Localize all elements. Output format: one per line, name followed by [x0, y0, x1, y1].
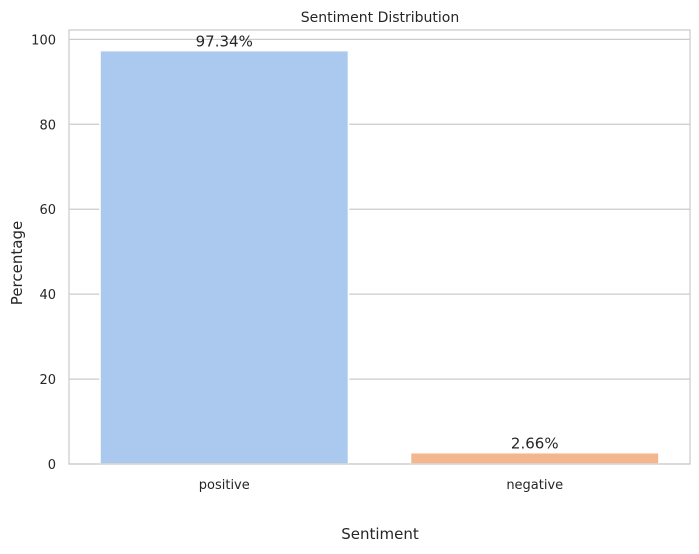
- y-tick-label: 60: [39, 203, 56, 218]
- y-tick-label: 80: [39, 118, 56, 133]
- y-tick-label: 100: [31, 33, 56, 48]
- tick-labels: 0 20 40 60 80 100 positive negative: [31, 33, 563, 493]
- x-tick-label-negative: negative: [506, 478, 563, 493]
- plot-frame: [68, 29, 691, 465]
- chart-title: Sentiment Distribution: [301, 10, 460, 26]
- y-tick-label: 20: [39, 373, 56, 388]
- data-label-positive: 97.34%: [196, 33, 253, 51]
- y-axis-label: Percentage: [8, 221, 26, 305]
- data-label-negative: 2.66%: [511, 435, 559, 453]
- bars: [99, 49, 660, 465]
- x-tick-label-positive: positive: [199, 478, 250, 493]
- y-tick-label: 40: [39, 288, 56, 303]
- data-labels: 97.34% 2.66%: [196, 33, 559, 453]
- x-axis-label: Sentiment: [341, 525, 419, 543]
- y-tick-label: 0: [48, 458, 56, 473]
- bar-positive: [99, 49, 350, 465]
- bar-negative: [409, 451, 660, 465]
